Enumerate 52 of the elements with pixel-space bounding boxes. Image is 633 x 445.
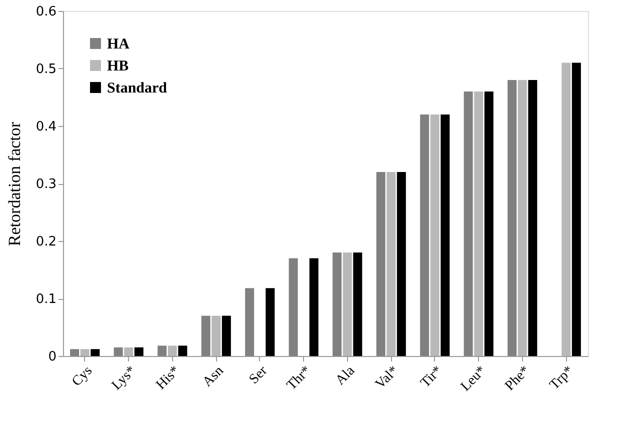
y-tick-label: 0.4 [36,120,56,134]
bar [288,258,298,356]
y-tick-label: 0.2 [36,234,56,250]
bar [168,346,177,356]
bar [178,346,188,356]
bar [332,252,342,356]
bar [309,258,318,356]
bar [474,92,484,356]
bar [396,172,406,356]
bar [70,349,80,356]
y-tick-label: 0 [48,350,56,364]
bar [572,62,581,356]
bar [484,92,494,356]
x-tick-label: Ala [333,362,359,388]
bar [528,80,538,356]
y-tick-label: 0.1 [36,292,56,307]
x-tick-label: Thr* [284,364,314,394]
bar [245,288,254,356]
bar [420,114,430,356]
x-tick-label: Trp* [547,364,577,394]
bar [440,114,450,356]
x-tick-label: Ser [246,363,271,388]
bar [508,80,517,356]
bar [158,346,167,356]
bar [464,92,473,356]
bar [222,316,231,356]
x-tick-label: Cys [69,364,96,390]
bar [201,316,210,356]
bar [80,349,90,356]
bar [124,347,134,356]
bar [353,252,362,356]
bar [562,62,571,356]
bar [114,347,123,356]
legend-label: HB [107,58,129,74]
y-tick-label: 0.3 [36,177,56,192]
x-tick-label: Asn [200,364,227,390]
y-axis-title: Retordation factor [4,122,24,246]
x-tick-label: Tir* [418,364,446,391]
bar [376,172,386,356]
bar [266,288,275,356]
bar [430,114,440,356]
x-tick-label: Val* [372,364,402,392]
y-tick-label: 0.5 [36,62,56,77]
legend-label: Standard [107,80,168,96]
y-tick-label: 0.6 [36,4,56,20]
bar [212,316,221,356]
legend-label: HA [107,36,130,52]
bar [342,252,352,356]
bar [90,349,100,356]
bar [134,347,144,356]
bar [386,172,396,356]
bar [518,80,527,356]
